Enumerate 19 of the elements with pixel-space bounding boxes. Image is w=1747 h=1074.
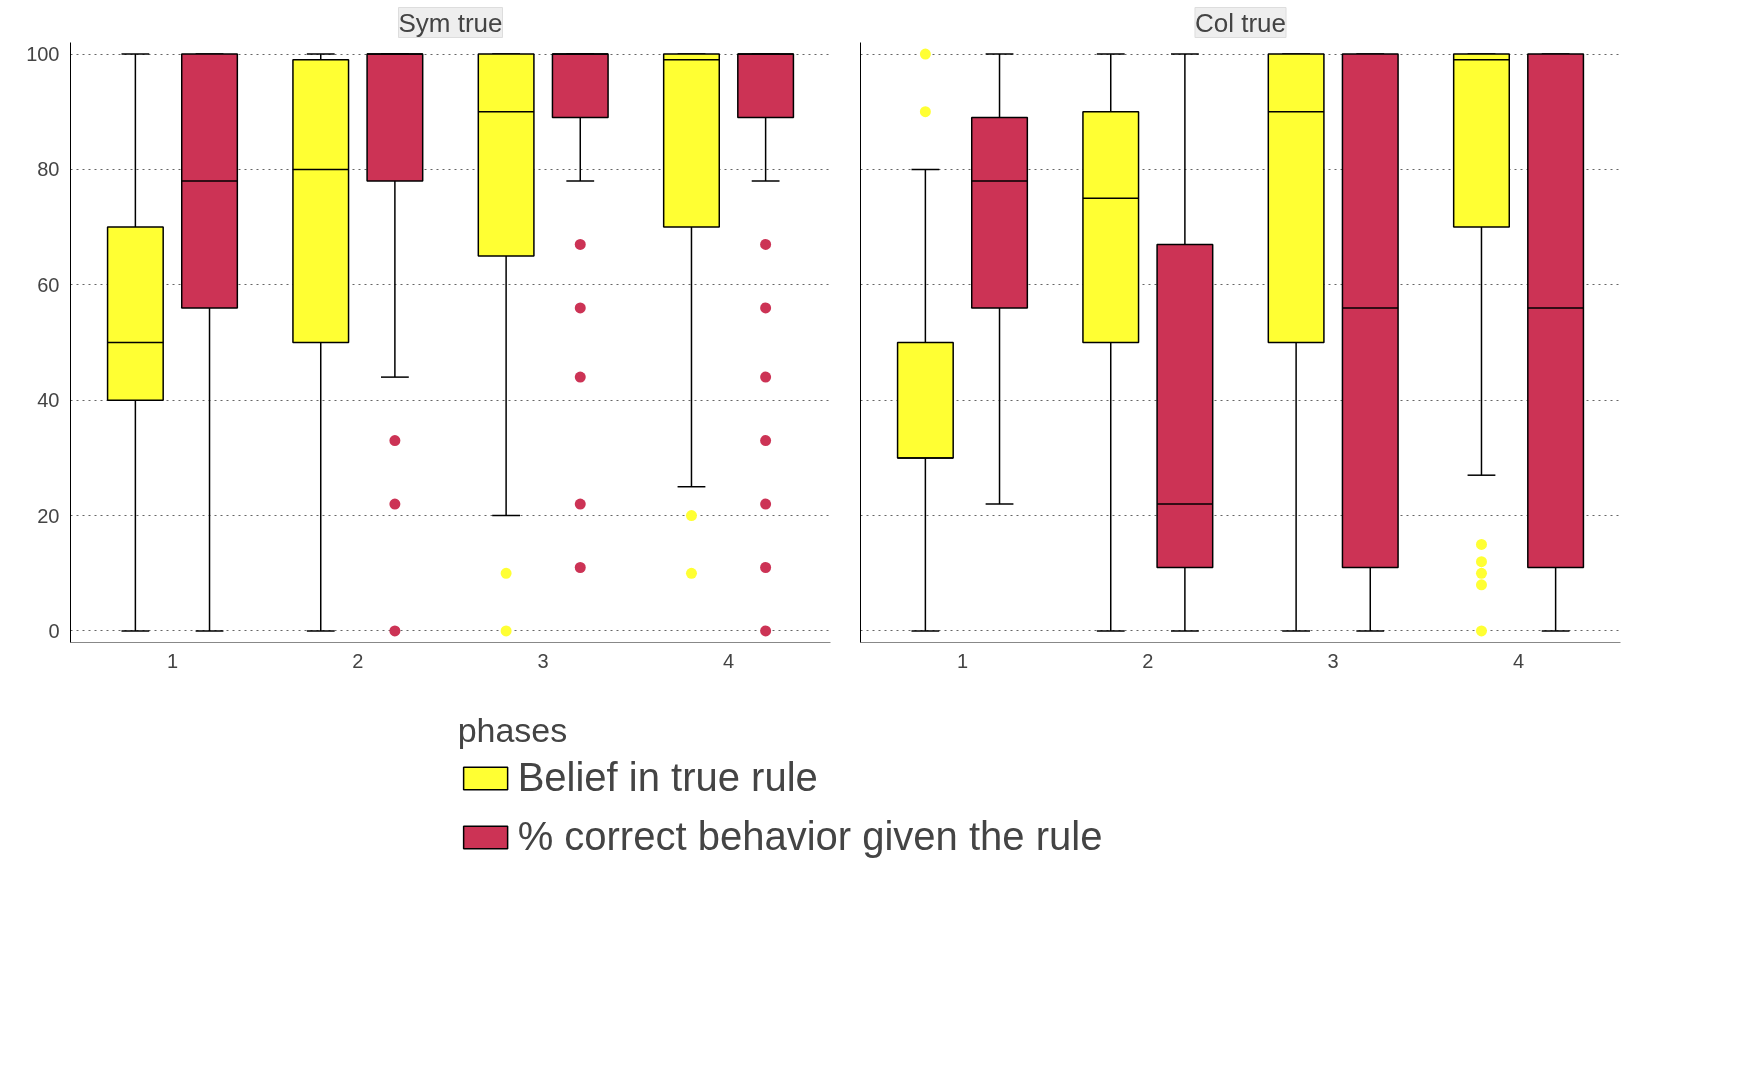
- y-tick-label: 0: [48, 619, 60, 642]
- chart-title: Sym true: [398, 7, 503, 38]
- y-tick-label: 20: [37, 504, 60, 527]
- chart-title: Col true: [1194, 7, 1287, 38]
- x-tick-label: 3: [537, 649, 549, 672]
- legend-title: phases: [457, 711, 569, 750]
- y-tick-label: 100: [26, 43, 60, 66]
- y-tick-label: 40: [37, 389, 60, 412]
- x-tick-label: 4: [1512, 649, 1525, 672]
- x-tick-label: 2: [1142, 649, 1154, 672]
- legend-label: % correct behavior given the rule: [517, 814, 1103, 859]
- y-tick-label: 80: [37, 158, 60, 181]
- y-tick-label: 60: [37, 273, 60, 296]
- x-tick-label: 1: [956, 649, 969, 672]
- x-tick-label: 4: [722, 649, 735, 672]
- x-tick-label: 3: [1327, 649, 1339, 672]
- x-tick-label: 1: [166, 649, 179, 672]
- legend-label: Belief in true rule: [517, 755, 818, 800]
- x-tick-label: 2: [352, 649, 364, 672]
